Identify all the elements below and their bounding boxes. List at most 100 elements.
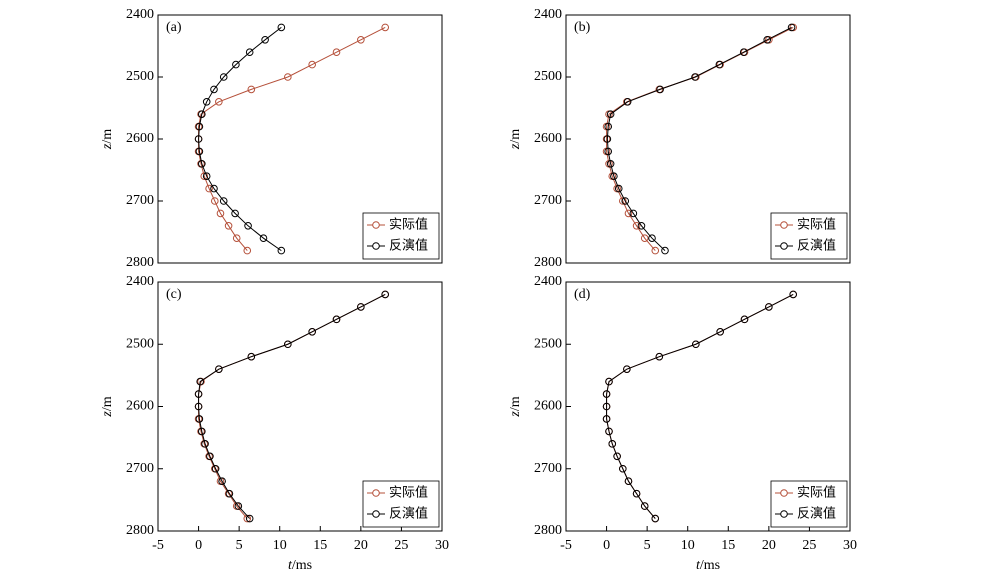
subplot: 2400 2500 2600 2700 2800-5 0 5 10 15 20 25 30 t/ms z/…: [100, 274, 449, 573]
marker: [605, 377, 613, 386]
marker: [619, 197, 627, 205]
legend-label: 反演值: [389, 506, 428, 522]
marker: [198, 160, 206, 168]
legend-marker: [780, 489, 788, 497]
x-tick-label: 20: [354, 538, 368, 553]
y-tick-label: 2800: [126, 523, 154, 538]
marker: [234, 502, 243, 510]
marker: [640, 502, 649, 510]
marker: [619, 464, 627, 473]
marker: [247, 352, 256, 361]
marker: [219, 73, 228, 81]
marker: [245, 514, 254, 523]
marker: [623, 365, 631, 373]
marker: [357, 303, 365, 311]
x-tick-label: -5: [152, 538, 164, 553]
marker: [195, 122, 204, 131]
marker: [381, 23, 390, 32]
marker: [610, 172, 618, 180]
x-tick-label: 5: [644, 538, 651, 553]
y-axis-label: z/m: [508, 396, 523, 417]
x-tick-label: 10: [273, 538, 287, 553]
marker: [308, 60, 316, 69]
marker: [211, 197, 219, 205]
marker: [765, 303, 773, 311]
marker: [602, 390, 611, 398]
legend-box: [770, 480, 848, 528]
marker: [195, 415, 204, 423]
marker: [604, 147, 612, 156]
marker: [740, 315, 749, 324]
marker: [231, 209, 239, 218]
marker: [624, 477, 633, 486]
subplot: 2400 2500 2600 2700 2800-5 0 5 10 15 20 25 30 t/ms z/…: [508, 274, 857, 573]
marker: [198, 110, 206, 118]
marker: [629, 209, 638, 218]
y-tick-label: 2500: [534, 69, 562, 84]
series-line: [198, 294, 386, 519]
marker: [623, 98, 632, 106]
legend-box: [362, 212, 440, 260]
marker: [194, 402, 203, 411]
marker: [215, 98, 223, 106]
marker: [245, 48, 254, 57]
marker: [648, 234, 656, 242]
y-tick-label: 2700: [534, 193, 562, 208]
y-tick-label: 2600: [126, 131, 154, 146]
marker: [606, 160, 615, 168]
y-tick-label: 2400: [534, 7, 562, 22]
y-tick-label: 2600: [534, 131, 562, 146]
legend-marker: [780, 221, 788, 229]
marker: [200, 172, 209, 180]
marker: [787, 23, 796, 32]
marker: [195, 147, 204, 156]
x-tick-label: 30: [843, 538, 857, 553]
marker: [605, 427, 613, 436]
x-tick-label: -5: [560, 538, 572, 553]
marker: [691, 73, 699, 81]
marker: [656, 85, 664, 94]
y-tick-label: 2800: [534, 523, 562, 538]
y-axis-label: z/m: [100, 129, 115, 150]
marker: [224, 222, 233, 230]
panel-label: (c): [166, 287, 182, 302]
y-tick-label: 2500: [534, 336, 562, 351]
marker: [194, 390, 203, 398]
y-tick-label: 2800: [126, 255, 154, 270]
marker: [284, 73, 292, 81]
marker: [602, 402, 611, 411]
series-line: [198, 27, 282, 252]
marker: [614, 184, 623, 193]
legend-label: 实际值: [797, 217, 836, 233]
marker: [637, 222, 646, 230]
y-tick-label: 2400: [126, 274, 154, 289]
x-axis-label: t/ms: [696, 558, 720, 573]
x-tick-label: 0: [195, 538, 202, 553]
x-tick-label: 10: [681, 538, 695, 553]
y-tick-label: 2500: [126, 336, 154, 351]
marker: [232, 234, 241, 242]
marker: [202, 172, 211, 180]
legend-label: 实际值: [389, 217, 428, 233]
x-tick-label: 25: [394, 538, 408, 553]
marker: [225, 489, 234, 498]
y-axis-label: z/m: [508, 129, 523, 150]
series-line: [198, 294, 386, 519]
series-line: [606, 26, 794, 251]
x-tick-label: 20: [762, 538, 776, 553]
marker: [739, 48, 748, 57]
legend-label: 实际值: [797, 485, 836, 501]
marker: [357, 36, 365, 44]
panel-label: (b): [574, 20, 591, 35]
legend-marker: [372, 221, 380, 229]
marker: [692, 340, 700, 349]
series-line: [198, 26, 386, 251]
marker: [621, 197, 630, 205]
marker: [308, 328, 316, 336]
